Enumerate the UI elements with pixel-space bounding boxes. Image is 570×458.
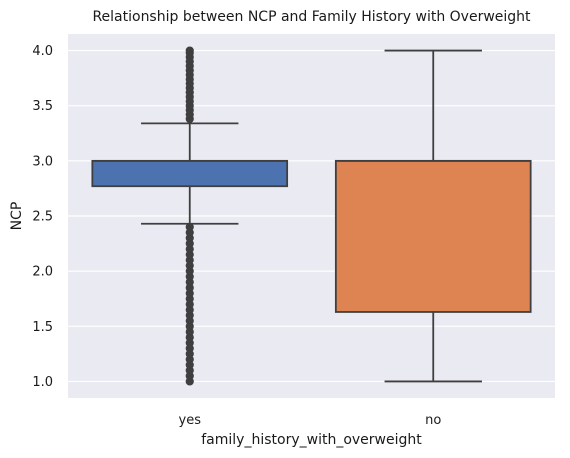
outlier-point <box>185 46 194 55</box>
y-tick-label: 3.5 <box>32 99 53 114</box>
chart-title: Relationship between NCP and Family Hist… <box>92 9 531 25</box>
x-tick-label: yes <box>179 413 202 428</box>
y-tick-label: 3.0 <box>32 154 53 169</box>
y-tick-labels: 1.0 1.5 2.0 2.5 3.0 3.5 4.0 <box>32 44 53 390</box>
y-axis-label: NCP <box>9 202 25 231</box>
y-tick-label: 1.5 <box>32 320 53 335</box>
x-tick-label: no <box>425 413 441 428</box>
y-tick-label: 2.5 <box>32 210 53 225</box>
y-tick-label: 2.0 <box>32 265 53 280</box>
y-tick-label: 1.0 <box>32 375 53 390</box>
box-no <box>334 159 532 313</box>
y-tick-label: 4.0 <box>32 44 53 59</box>
box-plots <box>91 46 532 386</box>
x-axis-label: family_history_with_overweight <box>201 432 422 448</box>
x-tick-labels: yes no <box>179 413 442 428</box>
outlier-point <box>185 222 194 232</box>
box-yes <box>91 159 289 188</box>
